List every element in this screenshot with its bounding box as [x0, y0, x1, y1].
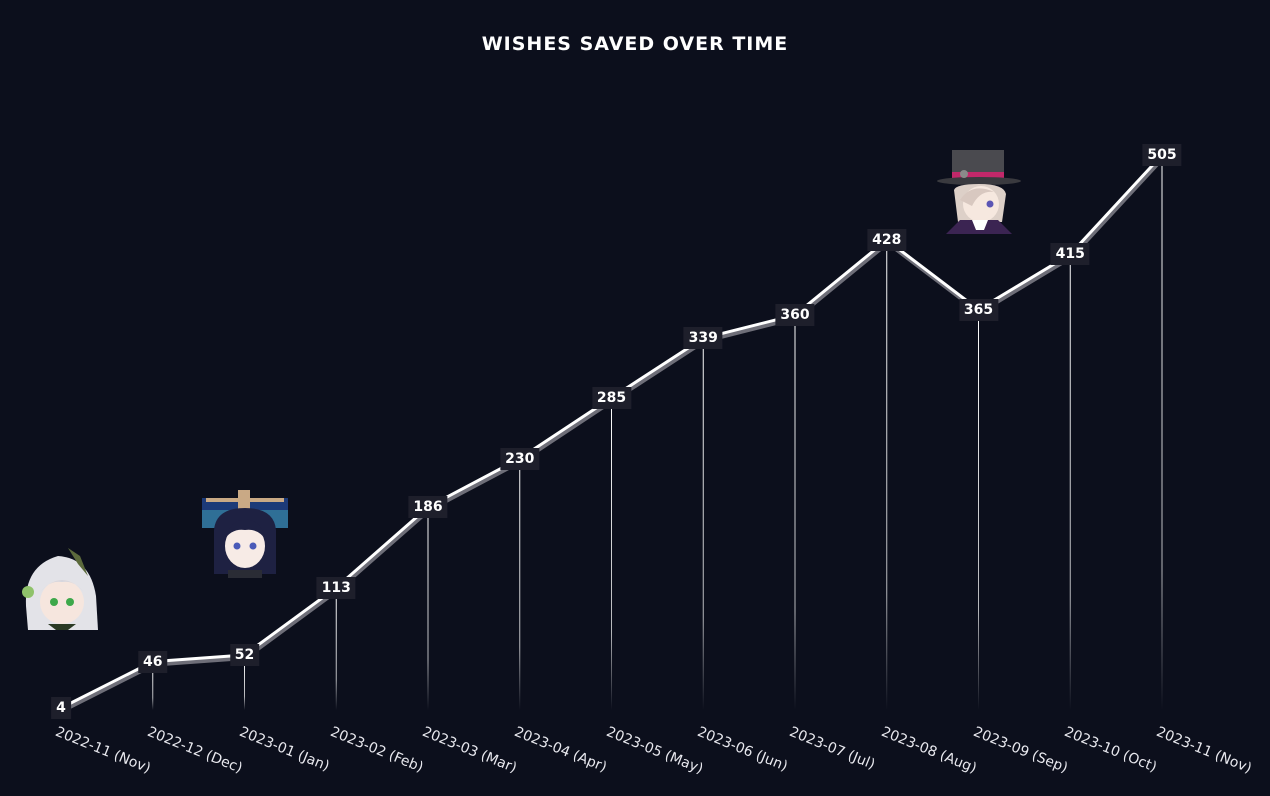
data-label: 428 — [867, 228, 907, 251]
data-label: 339 — [683, 327, 723, 350]
data-label: 365 — [958, 298, 999, 321]
data-label: 285 — [591, 386, 632, 409]
data-label: 360 — [775, 304, 815, 327]
data-label: 113 — [316, 576, 356, 599]
character-avatar-dark-hair-hat — [202, 490, 288, 578]
data-label: 52 — [229, 644, 260, 666]
drop-line — [978, 309, 979, 710]
data-label: 230 — [500, 447, 540, 470]
data-label: 4 — [51, 696, 71, 719]
drop-line — [702, 338, 704, 710]
data-label: 415 — [1050, 243, 1090, 266]
data-label: 186 — [408, 496, 448, 519]
character-avatar-top-hat — [937, 150, 1021, 234]
drop-line — [1161, 154, 1163, 710]
drop-line — [152, 661, 154, 710]
drop-line — [427, 507, 429, 710]
drop-line — [244, 655, 245, 710]
drop-line — [794, 315, 796, 710]
drop-line — [886, 239, 888, 710]
character-avatar-white-hair — [22, 548, 99, 630]
data-label: 505 — [1142, 143, 1182, 166]
drop-line — [611, 397, 612, 710]
drop-line — [335, 587, 337, 710]
drop-line — [519, 458, 521, 710]
drop-lines — [152, 154, 1163, 710]
chart-title: WISHES SAVED OVER TIME — [481, 33, 789, 55]
data-label: 46 — [138, 650, 168, 673]
drop-line — [1069, 254, 1071, 710]
series-line-shadow — [61, 156, 1165, 713]
